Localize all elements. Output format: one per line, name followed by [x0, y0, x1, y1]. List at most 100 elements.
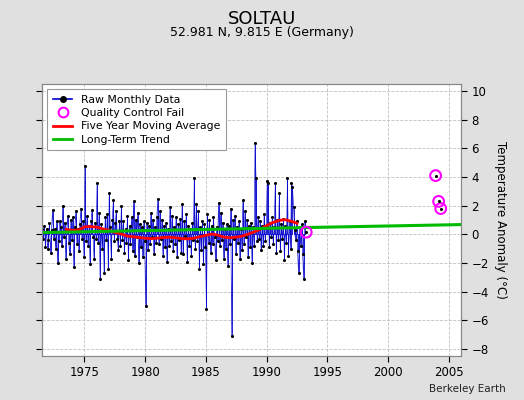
- Point: [160, 222, 168, 229]
- Point: [167, 238, 175, 245]
- Point: [92, 236, 100, 242]
- Point: [158, 217, 166, 223]
- Point: [143, 220, 151, 226]
- Point: [176, 215, 184, 222]
- Point: [152, 214, 161, 220]
- Point: [278, 236, 287, 242]
- Point: [133, 234, 141, 240]
- Point: [140, 238, 149, 245]
- Point: [83, 212, 91, 219]
- Point: [105, 190, 113, 196]
- Point: [289, 204, 298, 210]
- Point: [97, 221, 105, 228]
- Point: [46, 250, 54, 256]
- Point: [66, 251, 74, 258]
- Point: [251, 140, 259, 146]
- Point: [300, 218, 309, 225]
- Point: [71, 224, 79, 230]
- Point: [122, 225, 130, 232]
- Point: [266, 220, 275, 226]
- Point: [74, 248, 83, 255]
- Point: [64, 240, 73, 246]
- Point: [61, 220, 69, 226]
- Point: [217, 237, 226, 243]
- Point: [170, 224, 178, 230]
- Point: [114, 247, 123, 253]
- Point: [175, 237, 183, 243]
- Point: [110, 238, 118, 245]
- Point: [152, 240, 160, 246]
- Point: [189, 237, 198, 243]
- Point: [186, 225, 194, 232]
- Point: [228, 217, 237, 223]
- Point: [280, 257, 289, 263]
- Point: [244, 254, 252, 260]
- Point: [34, 234, 42, 240]
- Point: [238, 247, 246, 253]
- Point: [194, 208, 203, 215]
- Point: [298, 221, 306, 228]
- Point: [275, 190, 283, 196]
- Point: [193, 238, 202, 245]
- Point: [209, 214, 217, 220]
- Point: [35, 224, 43, 230]
- Point: [277, 221, 286, 228]
- Point: [115, 218, 124, 225]
- Point: [48, 207, 57, 213]
- Point: [166, 204, 174, 210]
- Point: [156, 208, 164, 215]
- Point: [242, 234, 250, 240]
- Point: [283, 175, 292, 182]
- Point: [117, 202, 126, 209]
- Point: [134, 210, 142, 216]
- Point: [148, 217, 157, 223]
- Point: [287, 180, 296, 186]
- Point: [135, 221, 144, 228]
- Point: [434, 198, 443, 204]
- Point: [245, 222, 253, 229]
- Point: [81, 162, 89, 169]
- Point: [198, 218, 206, 225]
- Point: [87, 218, 95, 225]
- Point: [135, 260, 143, 266]
- Y-axis label: Temperature Anomaly (°C): Temperature Anomaly (°C): [495, 141, 507, 299]
- Point: [144, 247, 152, 253]
- Point: [102, 237, 111, 243]
- Point: [225, 241, 234, 248]
- Point: [40, 222, 49, 229]
- Point: [89, 234, 97, 240]
- Point: [141, 303, 150, 309]
- Point: [73, 241, 81, 248]
- Point: [263, 178, 271, 184]
- Point: [241, 208, 249, 215]
- Text: Berkeley Earth: Berkeley Earth: [429, 384, 506, 394]
- Point: [45, 237, 53, 243]
- Point: [274, 237, 282, 243]
- Point: [70, 264, 78, 270]
- Point: [171, 241, 179, 248]
- Point: [164, 225, 172, 232]
- Point: [260, 211, 268, 218]
- Point: [215, 242, 224, 249]
- Point: [288, 184, 297, 190]
- Point: [79, 218, 87, 225]
- Point: [221, 225, 229, 232]
- Point: [59, 202, 67, 209]
- Point: [113, 236, 122, 242]
- Point: [282, 240, 291, 246]
- Point: [139, 218, 148, 225]
- Point: [224, 263, 232, 269]
- Point: [58, 242, 66, 249]
- Point: [190, 175, 199, 182]
- Point: [204, 240, 213, 246]
- Point: [32, 218, 40, 225]
- Point: [85, 222, 93, 229]
- Point: [209, 241, 217, 248]
- Point: [103, 211, 112, 218]
- Point: [211, 257, 220, 263]
- Point: [129, 198, 138, 204]
- Point: [124, 257, 133, 263]
- Point: [276, 248, 285, 255]
- Point: [33, 210, 41, 216]
- Point: [185, 242, 193, 249]
